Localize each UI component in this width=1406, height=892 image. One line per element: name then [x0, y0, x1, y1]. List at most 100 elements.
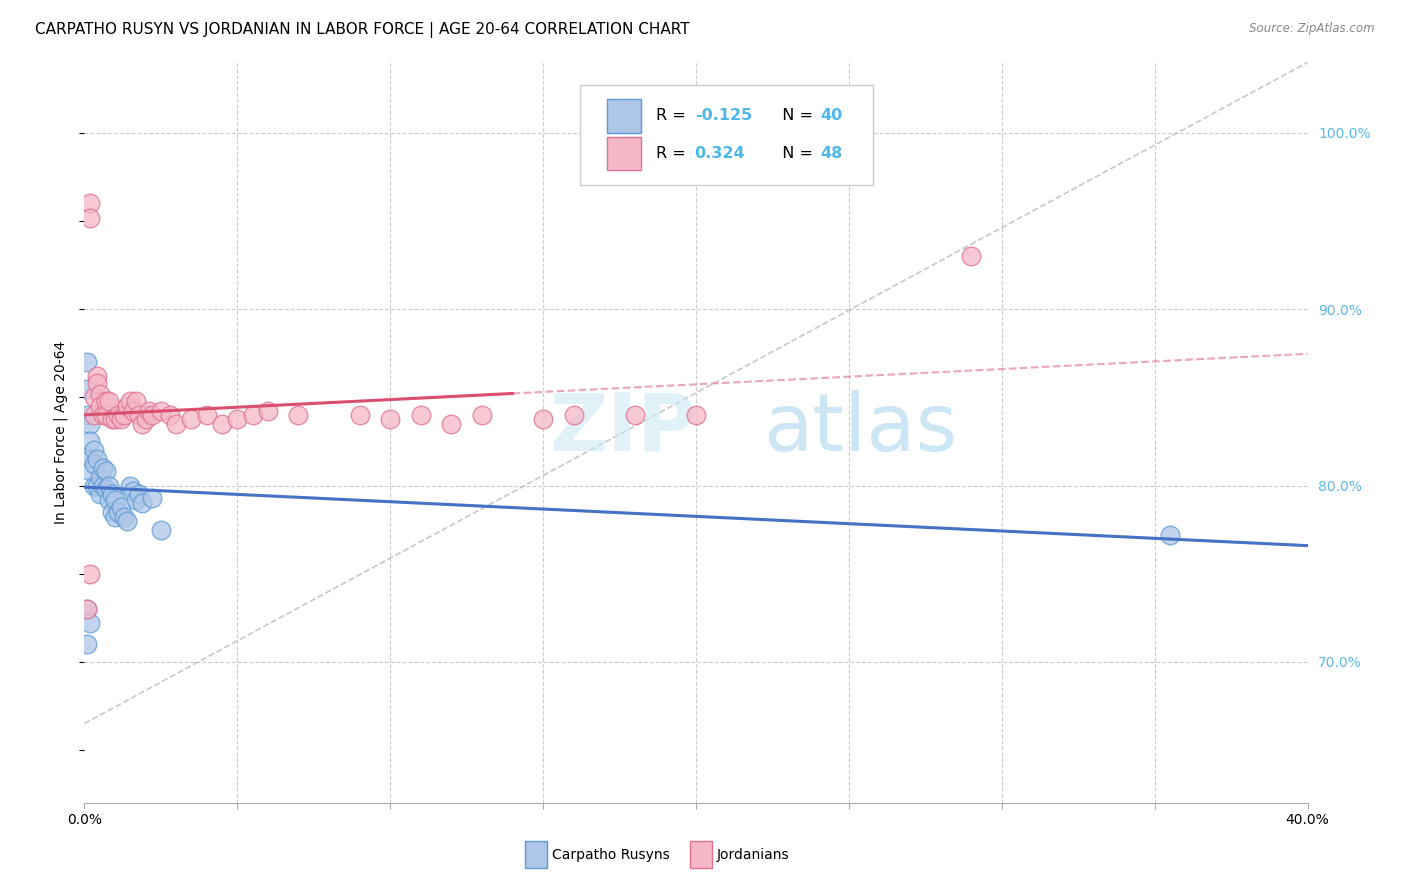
Point	[79, 417, 101, 431]
Text: R =: R =	[655, 109, 690, 123]
Text: 48: 48	[821, 146, 844, 161]
Point	[165, 417, 187, 431]
Point	[104, 411, 127, 425]
Point	[624, 408, 647, 422]
Point	[110, 411, 132, 425]
Point	[94, 464, 117, 478]
Point	[89, 487, 111, 501]
Point	[89, 399, 111, 413]
Point	[89, 469, 111, 483]
Point	[83, 443, 105, 458]
Point	[135, 408, 157, 422]
Point	[101, 487, 124, 501]
Point	[101, 411, 124, 425]
Text: Source: ZipAtlas.com: Source: ZipAtlas.com	[1250, 22, 1375, 36]
Point	[349, 408, 371, 422]
Point	[110, 500, 132, 514]
Point	[1159, 528, 1181, 542]
Point	[86, 376, 108, 391]
Point	[242, 408, 264, 422]
Point	[79, 566, 101, 581]
Text: CARPATHO RUSYN VS JORDANIAN IN LABOR FORCE | AGE 20-64 CORRELATION CHART: CARPATHO RUSYN VS JORDANIAN IN LABOR FOR…	[35, 22, 690, 38]
Point	[83, 458, 105, 472]
Point	[141, 408, 163, 422]
Point	[257, 404, 280, 418]
Point	[115, 514, 138, 528]
Point	[287, 408, 309, 422]
FancyBboxPatch shape	[606, 136, 641, 170]
Point	[79, 196, 101, 211]
Point	[91, 461, 114, 475]
Point	[138, 404, 160, 418]
Point	[79, 452, 101, 467]
FancyBboxPatch shape	[524, 841, 547, 868]
Point	[86, 369, 108, 384]
Point	[79, 434, 101, 449]
Point	[107, 505, 129, 519]
Point	[91, 478, 114, 492]
Point	[83, 390, 105, 404]
Point	[76, 355, 98, 369]
Point	[97, 478, 120, 492]
Point	[120, 393, 142, 408]
Point	[76, 602, 98, 616]
Point	[83, 478, 105, 492]
Point	[141, 491, 163, 505]
Point	[112, 510, 135, 524]
Point	[94, 408, 117, 422]
Point	[122, 483, 145, 498]
Point	[94, 482, 117, 496]
Point	[440, 417, 463, 431]
Point	[531, 411, 554, 425]
Point	[97, 393, 120, 408]
Point	[131, 496, 153, 510]
Point	[125, 393, 148, 408]
Point	[79, 615, 101, 630]
Point	[89, 387, 111, 401]
Point	[86, 452, 108, 467]
Text: -0.125: -0.125	[695, 109, 752, 123]
Point	[79, 464, 101, 478]
Text: 0.324: 0.324	[695, 146, 745, 161]
Point	[125, 492, 148, 507]
Point	[211, 417, 233, 431]
Text: atlas: atlas	[763, 390, 957, 468]
Point	[104, 510, 127, 524]
Point	[79, 211, 101, 225]
Point	[128, 408, 150, 422]
Text: 40: 40	[821, 109, 844, 123]
FancyBboxPatch shape	[579, 85, 873, 185]
Text: R =: R =	[655, 146, 690, 161]
Point	[122, 404, 145, 418]
Text: ZIP: ZIP	[550, 390, 696, 468]
Text: Jordanians: Jordanians	[717, 847, 789, 862]
Point	[409, 408, 432, 422]
Point	[120, 478, 142, 492]
Point	[685, 408, 707, 422]
Point	[101, 505, 124, 519]
Text: N =: N =	[772, 109, 818, 123]
Point	[86, 478, 108, 492]
Point	[471, 408, 494, 422]
Point	[76, 637, 98, 651]
Point	[104, 492, 127, 507]
Point	[159, 408, 181, 422]
Point	[380, 411, 402, 425]
FancyBboxPatch shape	[606, 99, 641, 133]
Point	[76, 602, 98, 616]
Point	[180, 411, 202, 425]
Point	[226, 411, 249, 425]
Text: Carpatho Rusyns: Carpatho Rusyns	[551, 847, 669, 862]
Point	[195, 408, 218, 422]
Text: N =: N =	[772, 146, 818, 161]
Y-axis label: In Labor Force | Age 20-64: In Labor Force | Age 20-64	[53, 341, 69, 524]
Point	[91, 408, 114, 422]
Point	[112, 408, 135, 422]
Point	[562, 408, 585, 422]
Point	[960, 249, 983, 263]
Point	[76, 408, 98, 422]
Point	[128, 487, 150, 501]
FancyBboxPatch shape	[690, 841, 711, 868]
Point	[76, 382, 98, 396]
Point	[149, 523, 172, 537]
